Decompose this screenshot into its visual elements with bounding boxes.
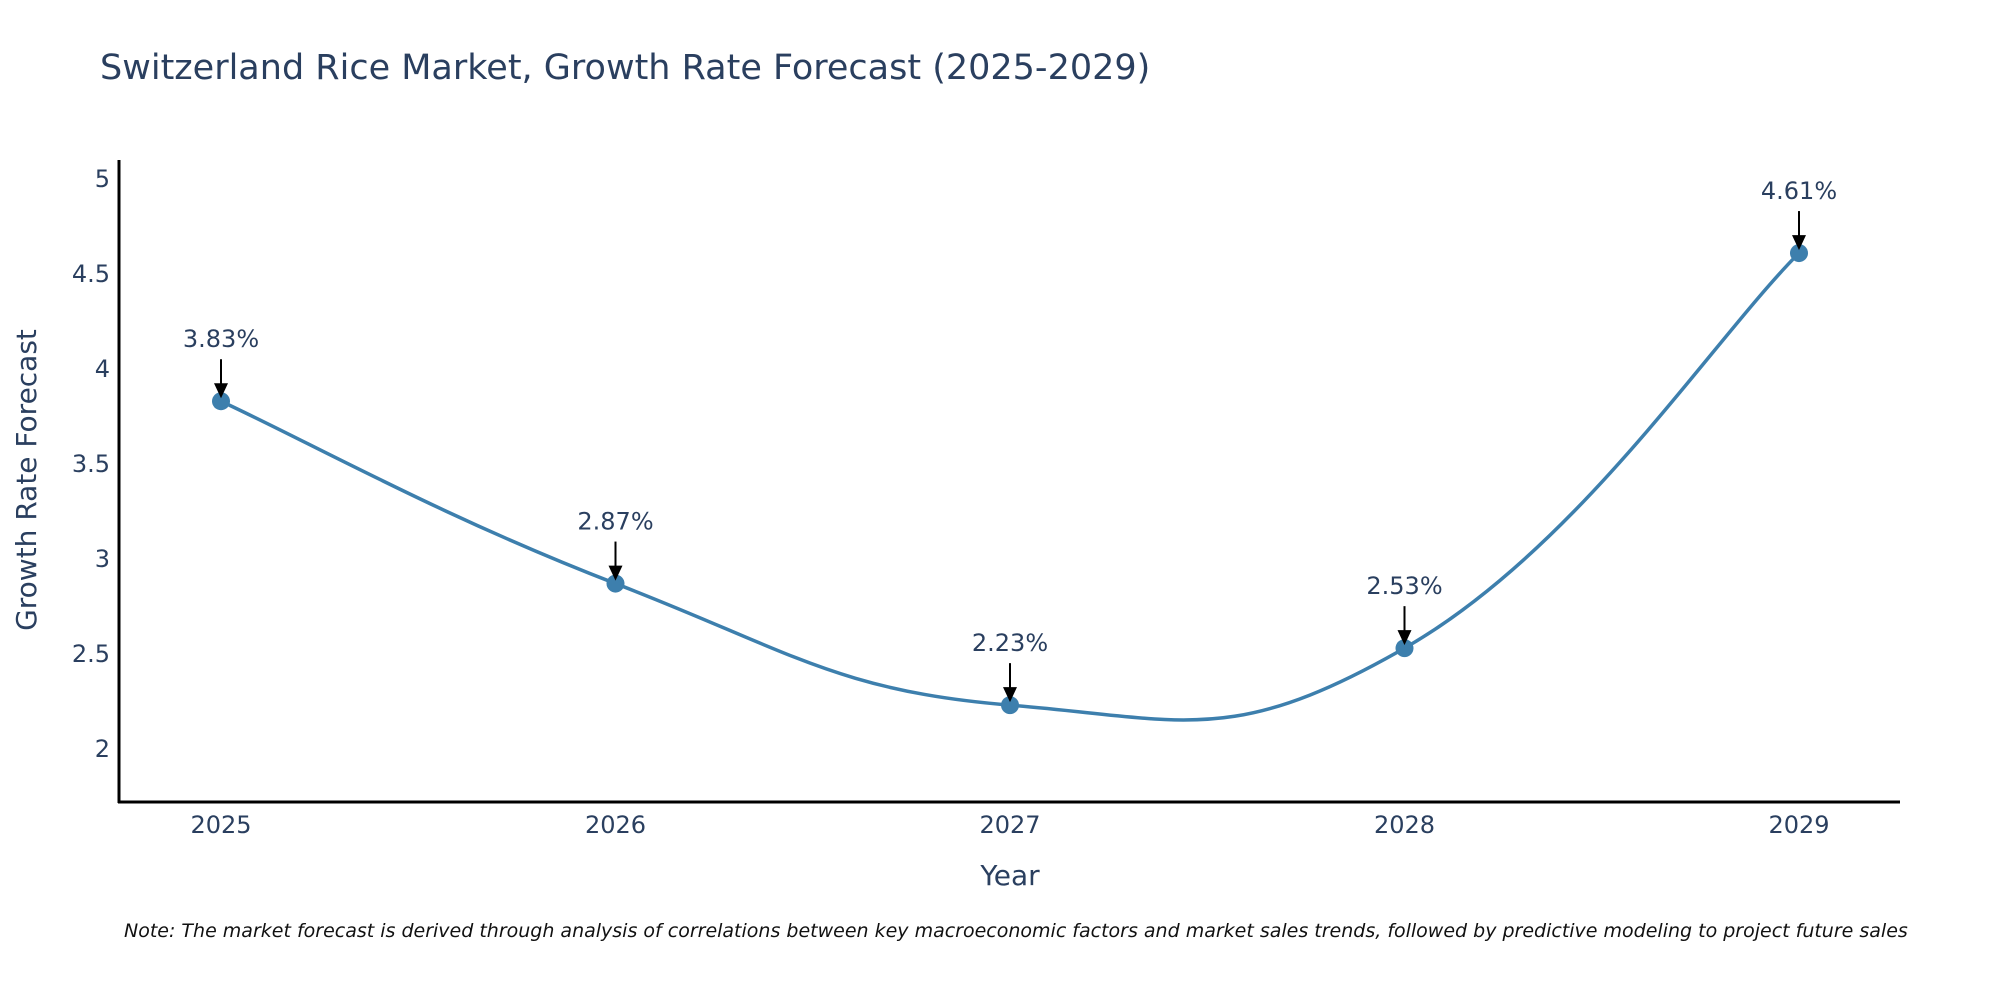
annotation-arrow-head [214,383,228,399]
annotation-arrow-head [1397,630,1412,646]
x-axis-title: Year [979,859,1040,892]
x-tick-label: 2028 [1374,811,1435,839]
footnote: Note: The market forecast is derived thr… [124,920,1908,942]
y-tick-label: 4.5 [72,260,110,288]
x-tick-label: 2029 [1768,811,1829,839]
x-tick-label: 2026 [585,811,646,839]
y-tick-label: 2 [95,735,110,763]
data-markers [212,244,1808,715]
x-tick-label: 2027 [979,811,1040,839]
data-label: 2.53% [1366,572,1442,600]
data-point [1395,639,1414,658]
chart-title: Switzerland Rice Market, Growth Rate For… [100,48,1151,88]
y-tick-label: 2.5 [72,640,110,668]
y-tick-label: 3.5 [72,450,110,478]
data-label: 2.87% [577,508,653,536]
data-annotations: 3.83% 2.87% 2.23% 2.53% 4.61% [183,177,1837,703]
y-tick-label: 3 [95,545,110,573]
data-point [1001,696,1019,715]
annotation-arrow-head [608,565,623,581]
y-tick-label: 5 [95,165,110,193]
data-label: 3.83% [183,325,259,353]
y-tick-label: 4 [95,355,110,383]
annotation-arrow-head [1003,687,1017,703]
series-line [220,251,1801,722]
axes [117,160,1900,804]
data-label: 2.23% [972,629,1048,657]
data-point [212,392,230,411]
data-point [606,574,625,593]
annotation-arrow-head [1792,235,1806,251]
data-label: 4.61% [1761,177,1837,205]
x-tick-label: 2025 [190,811,251,839]
data-point [1790,244,1808,263]
y-tick-labels: 2 2.5 3 3.5 4 4.5 5 [72,165,110,763]
x-tick-labels: 2025 2026 2027 2028 2029 [190,811,1829,839]
y-axis-title: Growth Rate Forecast [10,329,43,631]
